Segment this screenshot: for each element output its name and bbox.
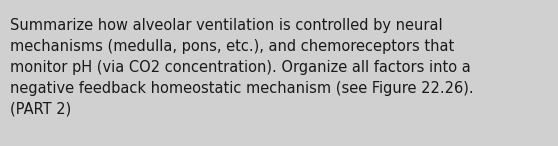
Text: negative feedback homeostatic mechanism (see Figure 22.26).: negative feedback homeostatic mechanism … bbox=[10, 81, 474, 96]
Text: Summarize how alveolar ventilation is controlled by neural: Summarize how alveolar ventilation is co… bbox=[10, 18, 442, 33]
Text: (PART 2): (PART 2) bbox=[10, 102, 71, 117]
Text: monitor pH (via CO2 concentration). Organize all factors into a: monitor pH (via CO2 concentration). Orga… bbox=[10, 60, 471, 75]
Text: mechanisms (medulla, pons, etc.), and chemoreceptors that: mechanisms (medulla, pons, etc.), and ch… bbox=[10, 39, 454, 54]
